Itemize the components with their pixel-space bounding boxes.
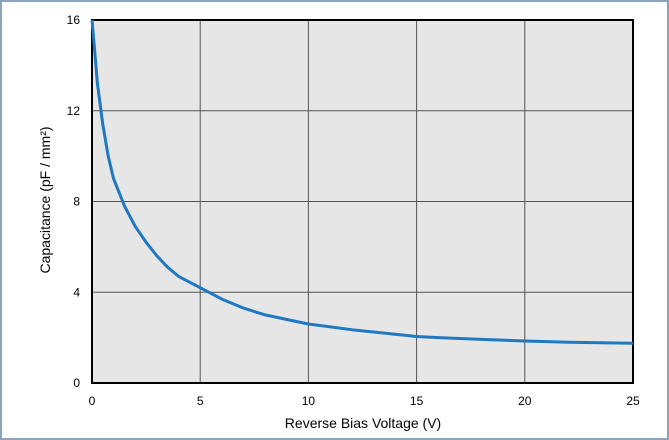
y-tick-label: 0	[73, 376, 80, 390]
x-tick-label: 10	[302, 394, 316, 408]
y-tick-label: 12	[67, 104, 81, 118]
x-tick-label: 5	[197, 394, 204, 408]
capacitance-curve	[90, 19, 634, 345]
y-tick-label: 8	[73, 195, 80, 209]
x-tick-label: 25	[626, 394, 640, 408]
y-axis-label: Capacitance (pF / mm²)	[37, 126, 53, 273]
plot-border	[91, 19, 634, 384]
y-tick-label: 4	[73, 285, 80, 299]
x-axis-label: Reverse Bias Voltage (V)	[285, 415, 441, 431]
y-tick-label: 16	[67, 13, 81, 27]
x-tick-label: 20	[518, 394, 532, 408]
x-tick-label: 0	[89, 394, 96, 408]
x-tick-label: 15	[410, 394, 424, 408]
